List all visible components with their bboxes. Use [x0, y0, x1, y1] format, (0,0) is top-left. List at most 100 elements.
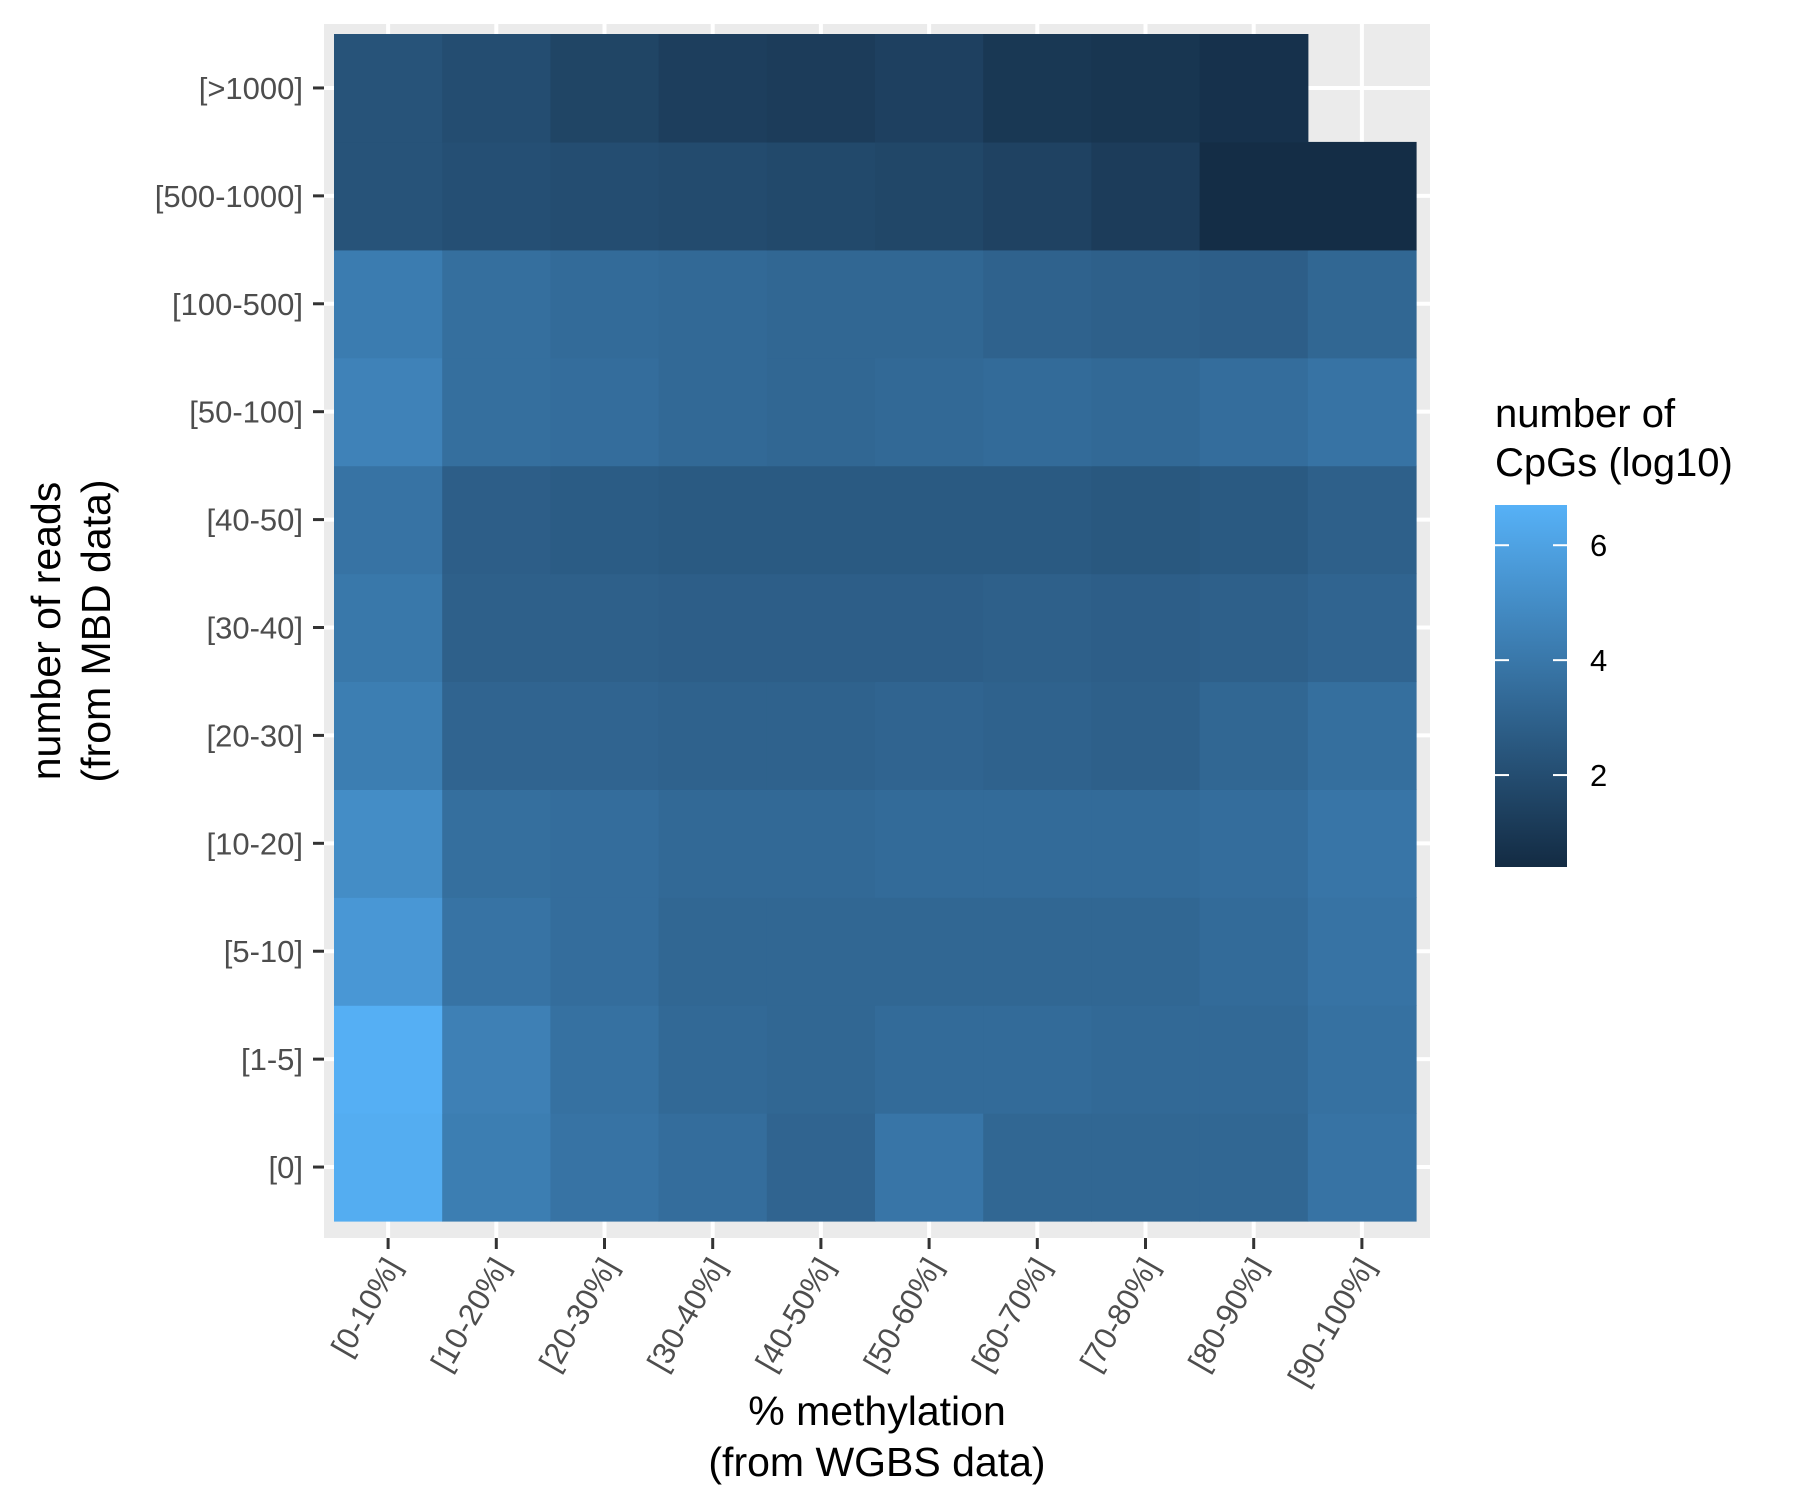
x-tick-label: [40-50%]: [749, 1252, 841, 1377]
heatmap-cell: [5-10] × [10-20%]: 3.8: [442, 897, 551, 1006]
heatmap-cell: [50-100] × [90-100%]: 3.8: [1307, 357, 1417, 467]
y-tick-label: [30-40]: [206, 611, 303, 646]
heatmap-cell: [0] × [80-90%]: 3.2: [1199, 1113, 1309, 1222]
heatmap-cell: [100-500] × [30-40%]: 3.3: [658, 249, 768, 359]
heatmap-cell: [40-50] × [30-40%]: 2.6: [658, 465, 768, 575]
heatmap-tiles: [0] × [0-10%]: 6.5[0] × [10-20%]: 4.3[0]…: [334, 34, 1417, 1222]
heatmap-cell: [10-20] × [60-70%]: 3.4: [983, 789, 1092, 898]
x-tick-label: [70-80%]: [1073, 1252, 1165, 1377]
heatmap-cell: [100-500] × [50-60%]: 3.2: [875, 249, 984, 359]
x-tick-label: [90-100%]: [1281, 1252, 1382, 1392]
heatmap-cell: [40-50] × [60-70%]: 2.6: [983, 465, 1092, 575]
heatmap-cell: [100-500] × [10-20%]: 3.6: [442, 249, 551, 359]
heatmap-cell: [20-30] × [0-10%]: 4.3: [334, 681, 443, 790]
heatmap-cell: [0] × [0-10%]: 6.5: [334, 1113, 443, 1222]
heatmap-cell: [10-20] × [20-30%]: 3.5: [550, 789, 660, 898]
heatmap-cell: [1-5] × [20-30%]: 3.7: [550, 1005, 660, 1114]
x-tick-label: [50-60%]: [857, 1252, 949, 1377]
heatmap-cell: [10-20] × [10-20%]: 3.6: [442, 789, 551, 898]
x-axis-title-line1: % methylation: [748, 1388, 1006, 1434]
heatmap-cell: [10-20] × [30-40%]: 3.3: [658, 789, 768, 898]
heatmap-cell: [1-5] × [10-20%]: 4.4: [442, 1005, 551, 1114]
heatmap-cell: [20-30] × [70-80%]: 2.9: [1091, 681, 1201, 790]
y-tick-label: [100-500]: [172, 287, 303, 322]
x-tick-label: [80-90%]: [1181, 1252, 1273, 1377]
heatmap-cell: [10-20] × [0-10%]: 5: [334, 789, 443, 898]
legend-ticks: 2 4 6: [1495, 528, 1607, 793]
heatmap-cell: [500-1000] × [20-30%]: 2: [550, 141, 660, 251]
heatmap-cell: [500-1000] × [10-20%]: 2.1: [442, 141, 551, 251]
heatmap-cell: [40-50] × [10-20%]: 2.8: [442, 465, 551, 575]
x-axis-title-line2: (from WGBS data): [708, 1439, 1045, 1485]
legend-title-line2: CpGs (log10): [1495, 441, 1733, 485]
heatmap-cell: [30-40] × [30-40%]: 2.8: [658, 573, 768, 683]
heatmap-cell: [100-500] × [70-80%]: 2.9: [1091, 249, 1201, 359]
heatmap-cell: [40-50] × [80-90%]: 2.6: [1199, 465, 1309, 575]
heatmap-cell: [>1000] × [40-50%]: 1.2: [766, 34, 876, 143]
x-tick-label: [20-30%]: [532, 1252, 624, 1377]
heatmap-cell: [>1000] × [50-60%]: 1.4: [875, 34, 984, 143]
heatmap-cell: [1-5] × [60-70%]: 3.4: [983, 1005, 1092, 1114]
heatmap-cell: [1-5] × [70-80%]: 3.3: [1091, 1005, 1201, 1114]
heatmap-cell: [50-100] × [70-80%]: 3.3: [1091, 357, 1201, 467]
heatmap-cell: [100-500] × [20-30%]: 3.4: [550, 249, 660, 359]
heatmap-cell: [100-500] × [60-70%]: 3: [983, 249, 1092, 359]
y-tick-label: [40-50]: [206, 503, 303, 538]
x-tick-label: [30-40%]: [640, 1252, 732, 1377]
y-tick-label: [50-100]: [189, 395, 303, 430]
heatmap-cell: [20-30] × [90-100%]: 3.6: [1307, 681, 1417, 790]
heatmap-cell: [1-5] × [40-50%]: 3.2: [766, 1005, 876, 1114]
heatmap-cell: [40-50] × [0-10%]: 3.8: [334, 465, 443, 575]
heatmap-cell: [10-20] × [90-100%]: 3.9: [1307, 789, 1417, 898]
heatmap-cell: [40-50] × [70-80%]: 2.5: [1091, 465, 1201, 575]
y-tick-label: [500-1000]: [155, 179, 303, 214]
heatmap-cell: [50-100] × [30-40%]: 3.3: [658, 357, 768, 467]
heatmap-cell: [5-10] × [70-80%]: 3.2: [1091, 897, 1201, 1006]
heatmap-cell: [10-20] × [50-60%]: 3.4: [875, 789, 984, 898]
legend-tick-label: 4: [1590, 643, 1607, 678]
heatmap-cell: [>1000] × [20-30%]: 1.6: [550, 34, 660, 143]
heatmap-cell: [0] × [90-100%]: 3.8: [1307, 1113, 1417, 1222]
legend-tick-label: 6: [1590, 528, 1607, 563]
y-tick-label: [0]: [269, 1150, 303, 1185]
heatmap-cell: [0] × [30-40%]: 3.5: [658, 1113, 768, 1222]
heatmap-cell: [30-40] × [40-50%]: 2.8: [766, 573, 876, 683]
heatmap-cell: [0] × [50-60%]: 3.9: [875, 1113, 984, 1222]
heatmap-cell: [100-500] × [80-90%]: 2.8: [1199, 249, 1309, 359]
heatmap-cell: [30-40] × [70-80%]: 2.8: [1091, 573, 1201, 683]
heatmap-cell: [500-1000] × [90-100%]: 0.5: [1307, 141, 1417, 251]
heatmap-cell: [>1000] × [0-10%]: 2.3: [334, 34, 443, 143]
heatmap-cell: [50-100] × [60-70%]: 3.4: [983, 357, 1092, 467]
heatmap-cell: [1-5] × [80-90%]: 3.3: [1199, 1005, 1309, 1114]
heatmap-cell: [20-30] × [60-70%]: 3: [983, 681, 1092, 790]
y-axis-title-line1: number of reads: [23, 482, 69, 781]
heatmap-cell: [50-100] × [0-10%]: 4.5: [334, 357, 443, 467]
heatmap-cell: [0] × [70-80%]: 3.2: [1091, 1113, 1201, 1222]
heatmap-cell: [500-1000] × [70-80%]: 1.2: [1091, 141, 1201, 251]
heatmap-cell: [20-30] × [10-20%]: 3.1: [442, 681, 551, 790]
x-axis: [0-10%] [10-20%] [20-30%] [30-40%] [40-50%][…: [324, 1238, 1382, 1392]
heatmap-cell: [500-1000] × [30-40%]: 1.9: [658, 141, 768, 251]
x-tick-label: [0-10%]: [324, 1252, 408, 1362]
legend-colorbar: [1495, 505, 1567, 867]
heatmap-cell: [1-5] × [30-40%]: 3.3: [658, 1005, 768, 1114]
heatmap-cell: [500-1000] × [80-90%]: 0.5: [1199, 141, 1309, 251]
y-axis: [0] [1-5] [5-10] [10-20] [20-30] [30-40] [40-5…: [155, 71, 324, 1185]
y-tick-label: [10-20]: [206, 826, 303, 861]
heatmap-cell: [5-10] × [0-10%]: 5.5: [334, 897, 443, 1006]
y-tick-label: [1-5]: [241, 1042, 303, 1077]
heatmap-cell: [40-50] × [40-50%]: 2.6: [766, 465, 876, 575]
heatmap-cell: [30-40] × [0-10%]: 4: [334, 573, 443, 683]
y-tick-label: [>1000]: [199, 71, 303, 106]
heatmap-cell: [10-20] × [80-90%]: 3.5: [1199, 789, 1309, 898]
heatmap-cell: [5-10] × [60-70%]: 3.2: [983, 897, 1092, 1006]
y-tick-label: [20-30]: [206, 718, 303, 753]
heatmap-cell: [20-30] × [20-30%]: 3.1: [550, 681, 660, 790]
heatmap-cell: [>1000] × [80-90%]: 0.7: [1199, 34, 1309, 143]
heatmap-cell: [5-10] × [20-30%]: 3.5: [550, 897, 660, 1006]
heatmap-cell: [5-10] × [90-100%]: 3.8: [1307, 897, 1417, 1006]
heatmap-cell: [50-100] × [80-90%]: 3.5: [1199, 357, 1309, 467]
heatmap-cell: [10-20] × [70-80%]: 3.4: [1091, 789, 1201, 898]
legend: number of CpGs (log10) 2 4 6: [1495, 392, 1733, 867]
